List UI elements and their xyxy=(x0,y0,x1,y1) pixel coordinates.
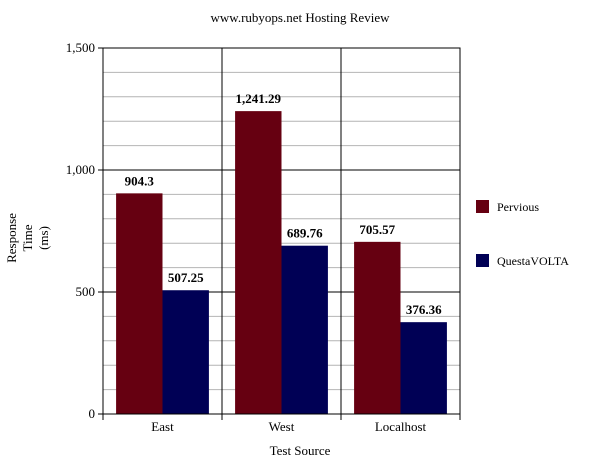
y-axis-label: Response Time (ms) xyxy=(4,213,51,263)
data-label: 1,241.29 xyxy=(236,91,282,106)
plot-frame xyxy=(102,47,461,415)
y-axis-label-line-1: Response xyxy=(4,213,19,263)
x-tick-label: Localhost xyxy=(375,419,427,434)
x-tick-label: West xyxy=(269,419,295,434)
bar xyxy=(400,322,447,414)
bar xyxy=(116,193,163,414)
data-labels: 904.3 1,241.29 705.57 507.25 689.76 376.36 xyxy=(125,91,442,317)
data-label: 705.57 xyxy=(359,222,395,237)
y-tick-label: 1,500 xyxy=(66,40,95,55)
x-tick-label: East xyxy=(151,419,174,434)
legend-swatch xyxy=(476,254,489,267)
y-tick-label: 500 xyxy=(76,284,96,299)
bar xyxy=(354,241,401,414)
y-tick-label: 0 xyxy=(89,406,96,421)
y-tick-label: 1,000 xyxy=(66,162,95,177)
legend-swatch xyxy=(476,200,489,213)
x-axis-label: Test Source xyxy=(270,443,331,458)
data-label: 689.76 xyxy=(287,226,323,241)
bar xyxy=(235,111,282,414)
data-label: 376.36 xyxy=(406,302,442,317)
axes: 0 500 1,000 1,500 East West Localhost xyxy=(66,40,461,434)
bars xyxy=(116,111,447,414)
y-axis-label-line-2: Time xyxy=(20,224,35,251)
chart-title: www.rubyops.net Hosting Review xyxy=(211,10,391,25)
legend-label: Pervious xyxy=(497,200,539,214)
data-label: 507.25 xyxy=(168,270,204,285)
legend: Pervious QuestaVOLTA xyxy=(476,200,569,268)
legend-label: QuestaVOLTA xyxy=(497,254,569,268)
data-label: 904.3 xyxy=(125,173,155,188)
bar xyxy=(281,245,328,414)
bar xyxy=(162,290,209,414)
y-axis-label-line-3: (ms) xyxy=(36,226,51,250)
